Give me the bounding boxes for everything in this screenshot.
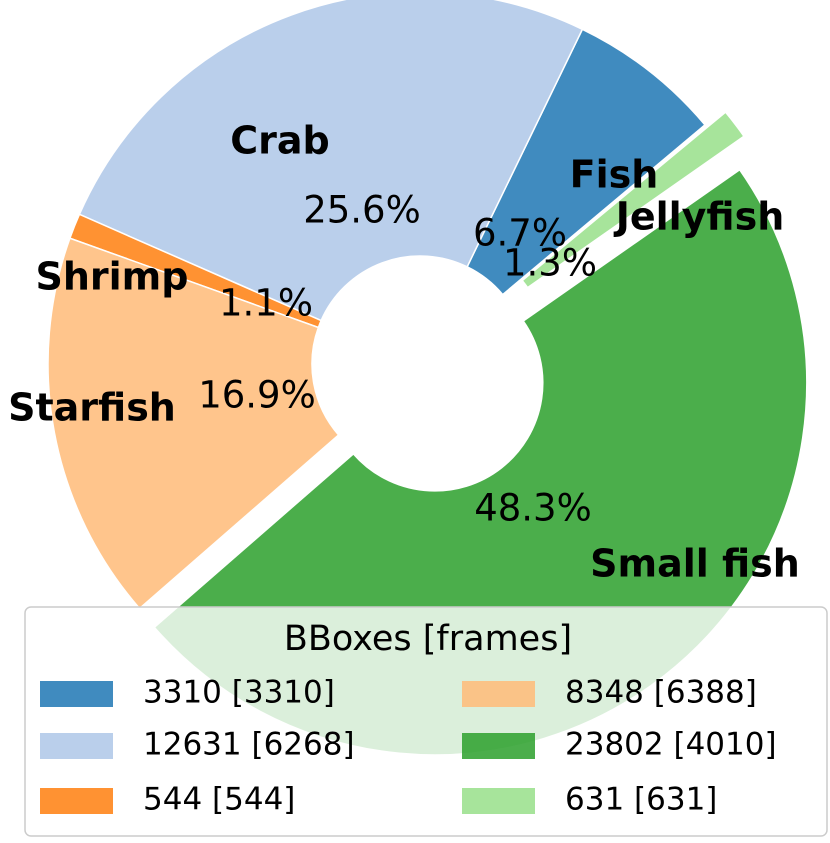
value-label: 25.6% [303, 189, 421, 232]
category-label: Fish [570, 153, 659, 197]
legend-label: 23802 [4010] [565, 727, 777, 763]
value-label: 1.3% [503, 242, 597, 285]
legend-label: 12631 [6268] [143, 727, 355, 763]
category-label: Shrimp [36, 255, 189, 299]
legend-swatch [40, 681, 113, 707]
value-label: 6.7% [473, 212, 567, 255]
legend-swatch [462, 788, 535, 814]
legend-label: 631 [631] [565, 782, 717, 818]
legend-swatch [40, 733, 113, 759]
legend-label: 3310 [3310] [143, 675, 335, 711]
category-label: Jellyfish [613, 195, 785, 239]
legend-swatch [462, 681, 535, 707]
legend-box [24, 606, 828, 837]
category-label: Crab [230, 119, 329, 163]
legend-swatch [462, 733, 535, 759]
legend-title: BBoxes [frames] [284, 619, 572, 659]
legend-swatch [40, 788, 113, 814]
legend-label: 544 [544] [143, 782, 295, 818]
legend-label: 8348 [6388] [565, 675, 757, 711]
category-label: Small fish [590, 542, 800, 586]
pie-wedge [47, 237, 340, 610]
category-label: Starfish [8, 386, 176, 430]
value-label: 16.9% [198, 374, 316, 417]
pie-wedge [78, 0, 584, 322]
pie-wedge [521, 111, 746, 289]
value-label: 48.3% [474, 487, 592, 530]
value-label: 1.1% [219, 282, 313, 325]
